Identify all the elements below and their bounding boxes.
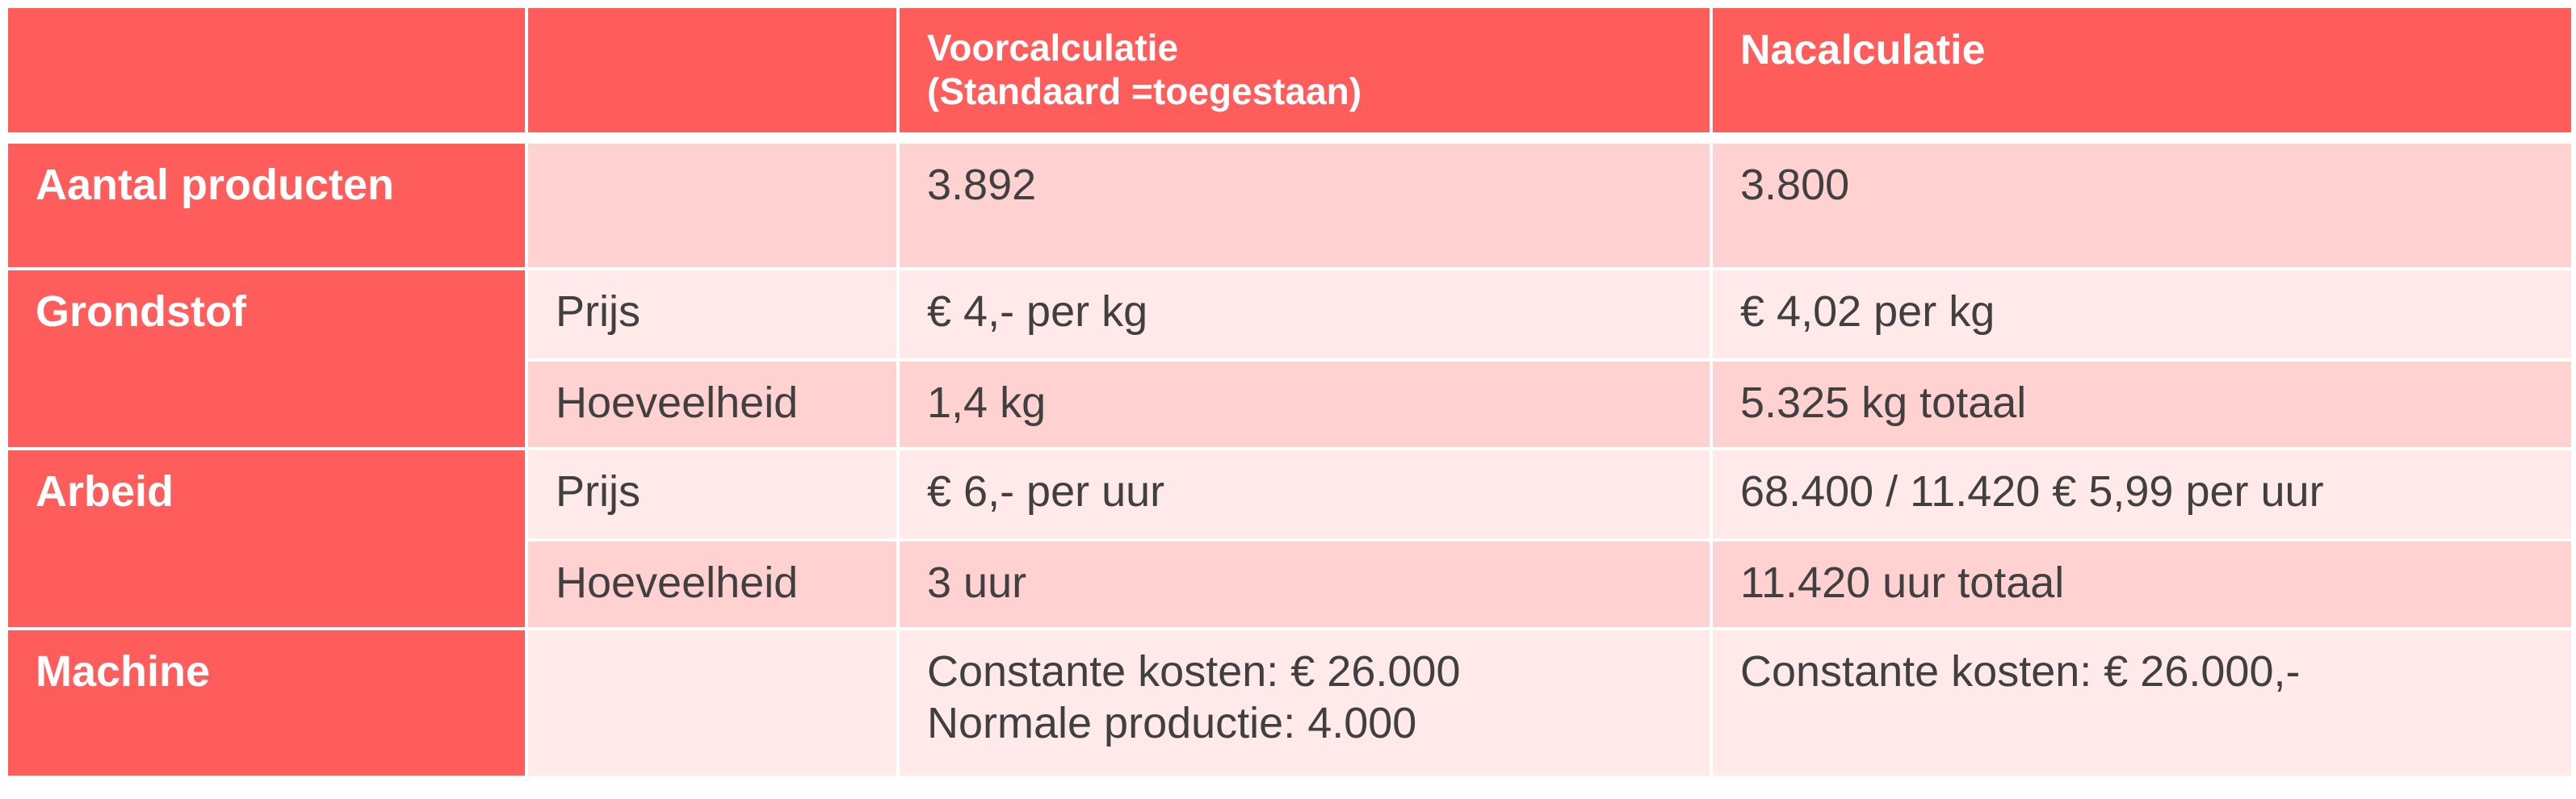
cell-aantal-voor: 3.892 bbox=[900, 144, 1710, 267]
cell-grondstof-hoeveelheid-na: 5.325 kg totaal bbox=[1713, 362, 2571, 447]
cell-grondstof-hoeveelheid-voor: 1,4 kg bbox=[900, 362, 1710, 447]
row-label-machine: Machine bbox=[8, 630, 525, 776]
cell-arbeid-hoeveelheid-voor: 3 uur bbox=[900, 542, 1710, 627]
cell-machine-voor: Constante kosten: € 26.000 Normale produ… bbox=[900, 630, 1710, 776]
cell-arbeid-prijs-na: 68.400 / 11.420 € 5,99 per uur bbox=[1713, 450, 2571, 538]
cell-aantal-na: 3.800 bbox=[1713, 144, 2571, 267]
cell-grondstof-prijs-na: € 4,02 per kg bbox=[1713, 270, 2571, 358]
header-voorcalculatie: Voorcalculatie (Standaard =toegestaan) bbox=[900, 8, 1710, 132]
cell-grondstof-hoeveelheid-sub: Hoeveelheid bbox=[528, 362, 896, 447]
row-label-aantal-producten: Aantal producten bbox=[8, 144, 525, 267]
header-cell-empty-2 bbox=[528, 8, 896, 132]
row-label-arbeid: Arbeid bbox=[8, 450, 525, 627]
cell-arbeid-hoeveelheid-sub: Hoeveelheid bbox=[528, 542, 896, 627]
row-label-grondstof: Grondstof bbox=[8, 270, 525, 447]
cell-arbeid-prijs-sub: Prijs bbox=[528, 450, 896, 538]
header-nacalculatie: Nacalculatie bbox=[1713, 8, 2571, 132]
cell-machine-na: Constante kosten: € 26.000,- bbox=[1713, 630, 2571, 776]
cell-arbeid-prijs-voor: € 6,- per uur bbox=[900, 450, 1710, 538]
machine-constante-kosten: Constante kosten: € 26.000 bbox=[927, 647, 1461, 696]
header-cell-empty-1 bbox=[8, 8, 525, 132]
header-voorcalculatie-subtitle: (Standaard =toegestaan) bbox=[927, 70, 1362, 113]
machine-normale-productie: Normale productie: 4.000 bbox=[927, 698, 1417, 747]
cell-grondstof-prijs-sub: Prijs bbox=[528, 270, 896, 358]
cell-arbeid-hoeveelheid-na: 11.420 uur totaal bbox=[1713, 542, 2571, 627]
cell-machine-sub bbox=[528, 630, 896, 776]
cell-grondstof-prijs-voor: € 4,- per kg bbox=[900, 270, 1710, 358]
header-voorcalculatie-title: Voorcalculatie bbox=[927, 27, 1179, 69]
cell-aantal-sub bbox=[528, 144, 896, 267]
